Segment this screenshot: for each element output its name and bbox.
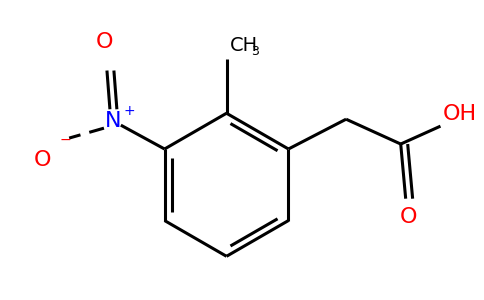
Text: +: + [124,104,136,118]
Text: 3: 3 [251,45,259,58]
Text: O: O [96,32,114,52]
Text: OH: OH [442,104,477,124]
Text: N: N [105,111,121,131]
Text: O: O [400,207,417,226]
Text: CH: CH [229,36,257,55]
Text: −: − [59,133,71,147]
Text: O: O [34,150,51,170]
